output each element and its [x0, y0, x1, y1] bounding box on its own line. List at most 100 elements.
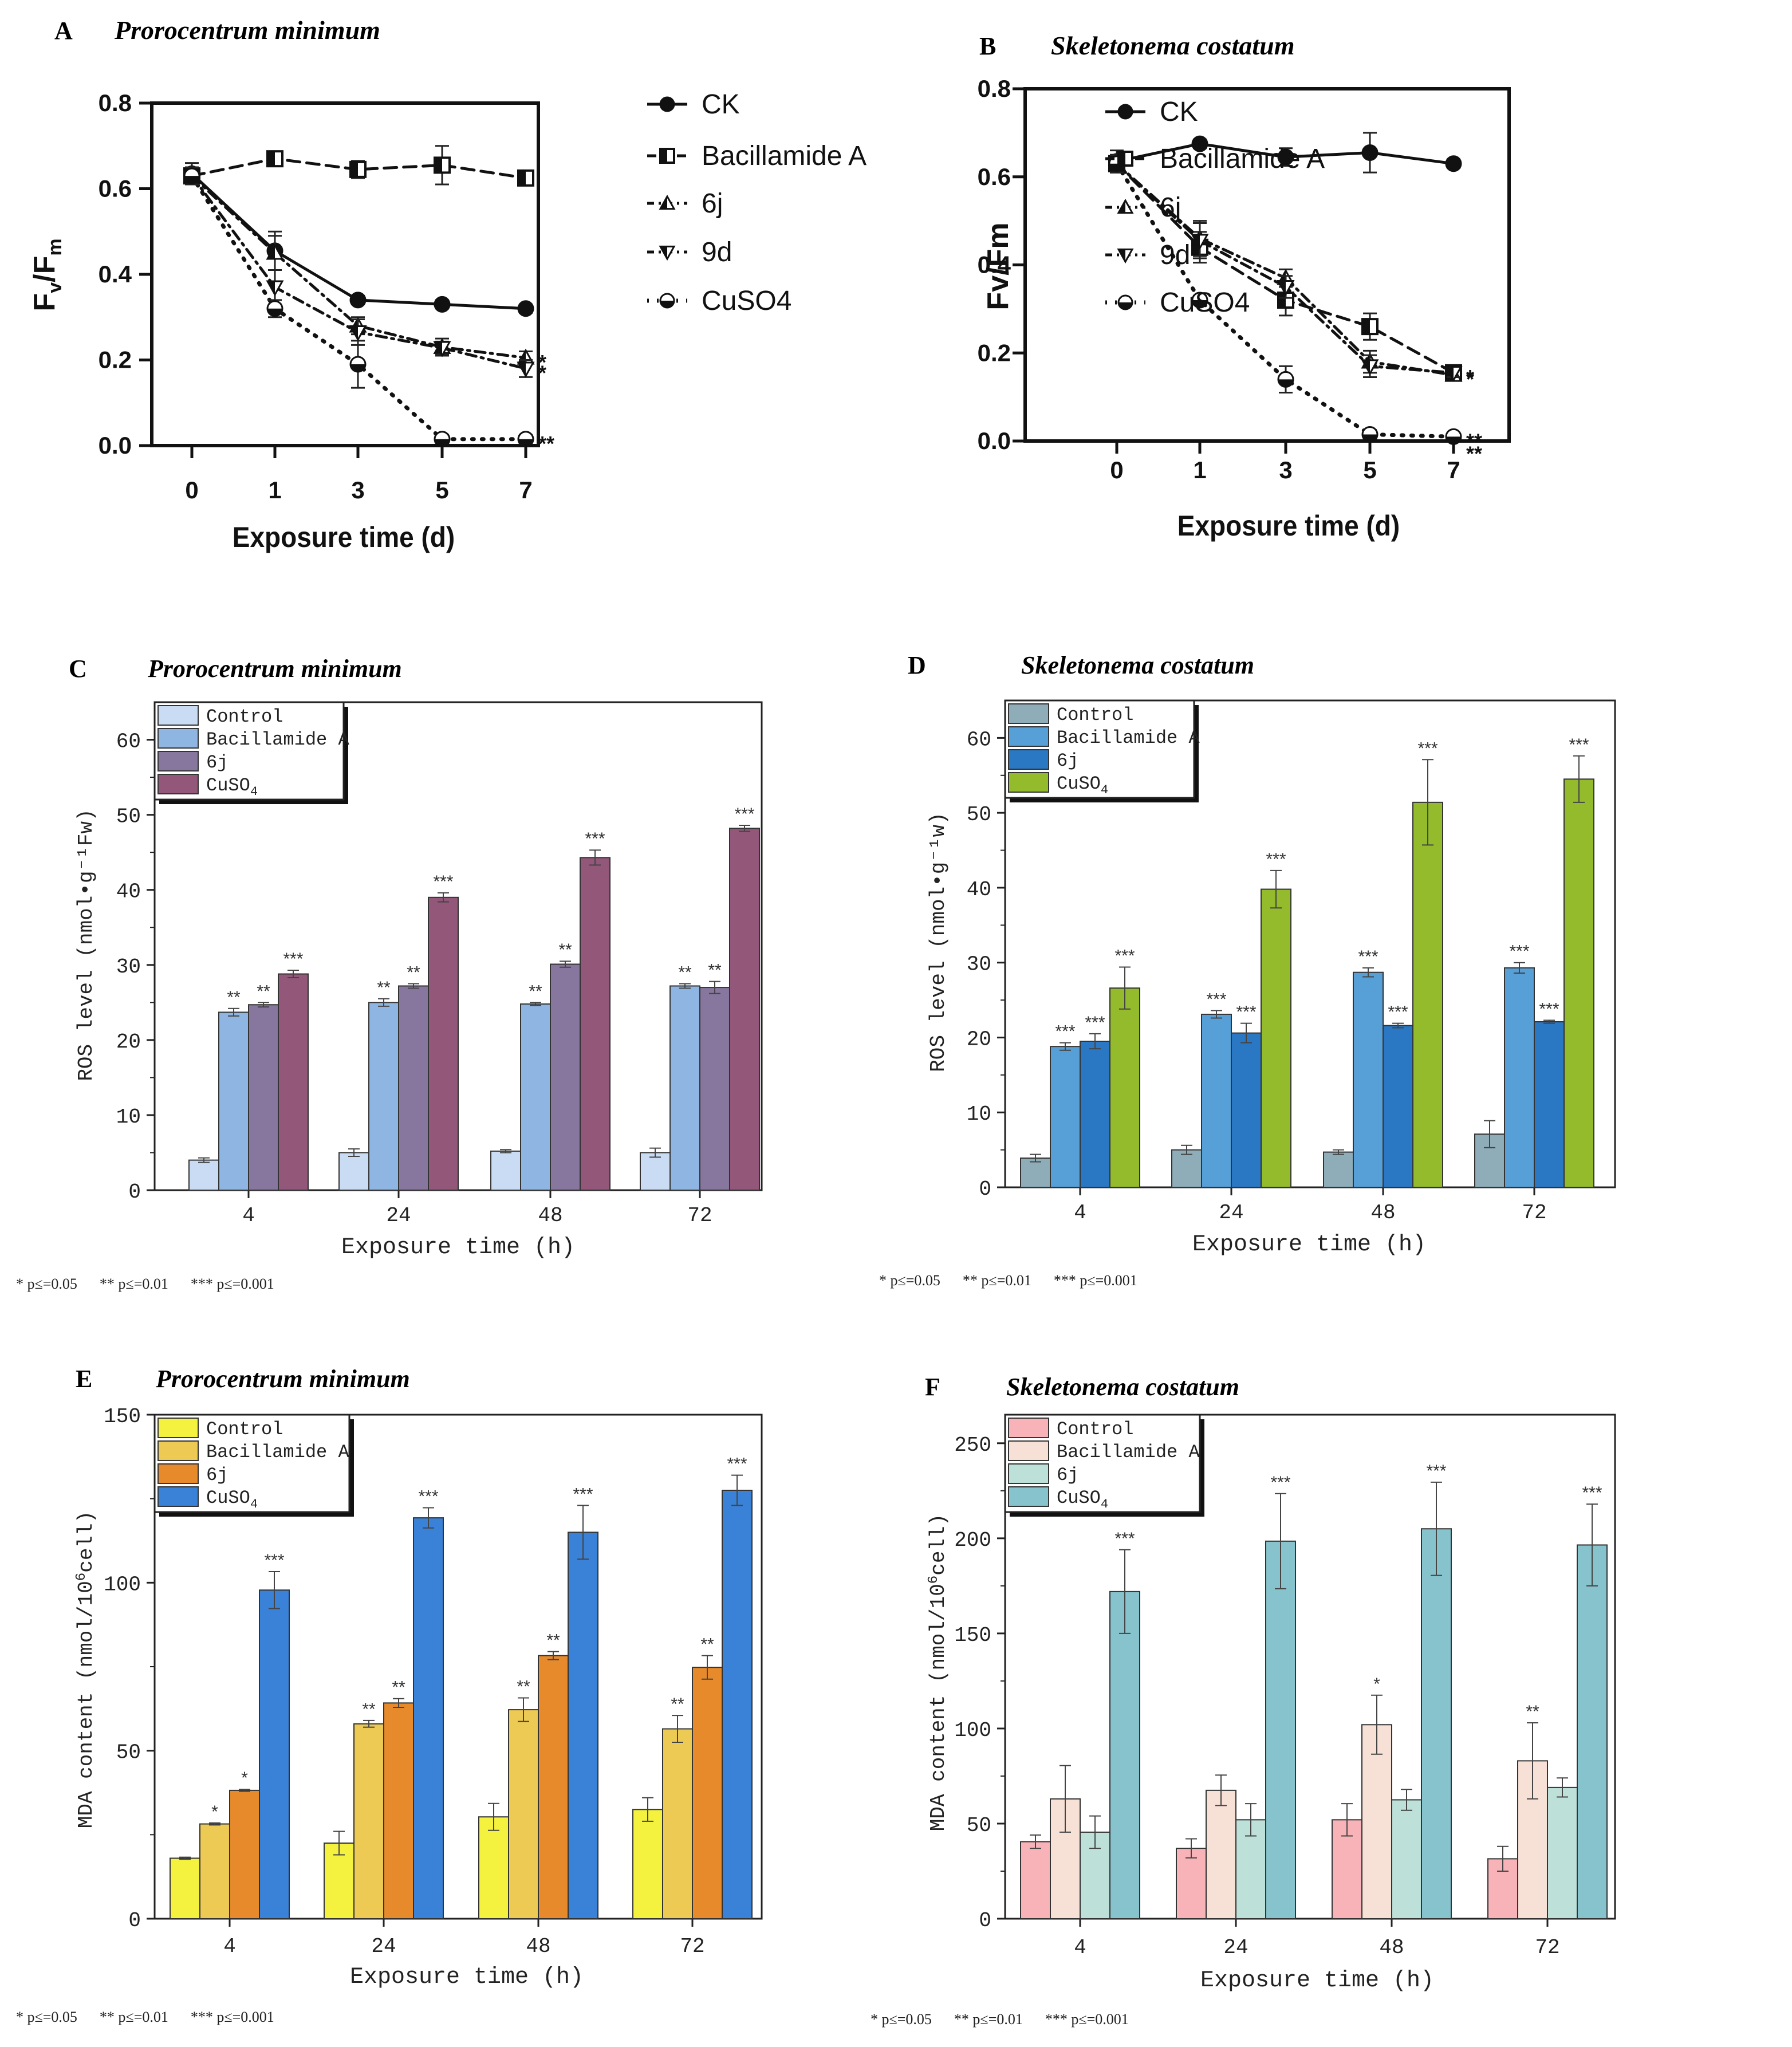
y-axis-title-slash: /F — [28, 256, 61, 282]
bar — [199, 1823, 230, 1920]
legend-label: Bacillamide A — [206, 729, 349, 750]
legend-swatch — [1008, 1440, 1049, 1461]
significance-label: ** — [407, 963, 420, 982]
x-tick-label: 3 — [1279, 456, 1292, 483]
significance-label: * — [1466, 365, 1474, 389]
legend-marker-fill — [660, 149, 667, 163]
legend-label-main: Control — [1057, 704, 1133, 726]
x-tick-label: 4 — [223, 1935, 236, 1958]
legend-swatch — [1008, 1418, 1049, 1438]
y-tick-label: 60 — [967, 728, 991, 751]
significance-label: *** — [1270, 1473, 1290, 1492]
panel-label: F — [925, 1373, 940, 1401]
legend-marker-fill — [660, 246, 667, 259]
legend-label: Bacillamide A — [1160, 144, 1325, 174]
legend-swatch — [1008, 1463, 1049, 1484]
y-tick-label: 30 — [967, 953, 991, 977]
significance-label: *** — [283, 950, 303, 969]
x-tick-label: 1 — [1193, 456, 1206, 483]
bar — [1504, 967, 1535, 1188]
legend-label-main: 6j — [1057, 1465, 1078, 1486]
legend-label-main: CuSO — [206, 1487, 250, 1509]
point-marker-fill — [435, 158, 442, 173]
series-6j: ***** ** — [229, 1631, 723, 1920]
legend-label: 6j — [1160, 192, 1181, 223]
panel-title: Prorocentrum minimum — [147, 655, 402, 683]
legend-marker-fill — [1118, 249, 1125, 262]
significance-label: *** — [433, 872, 453, 891]
bar — [1323, 1151, 1354, 1188]
legend-label: CuSO4 — [1057, 1487, 1108, 1511]
point-marker-fill — [518, 439, 533, 447]
bar — [662, 1728, 693, 1920]
plot-frame — [150, 101, 540, 447]
series-bacillamide-a: *** *** *** *** — [1050, 942, 1535, 1188]
series-ck — [183, 162, 534, 317]
y-axis-title-main: MDA content (nmol/10 — [927, 1584, 950, 1831]
x-axis-title: Exposure time (d) — [233, 522, 455, 553]
x-tick-label: 5 — [435, 477, 448, 503]
bar — [1547, 1786, 1578, 1919]
series-6j — [1080, 1777, 1578, 1920]
legend-label: Control — [1057, 1419, 1133, 1440]
legend-swatch — [157, 1440, 199, 1461]
bar — [478, 1816, 509, 1919]
y-axis-title-main: F — [28, 293, 61, 312]
bar — [248, 1004, 279, 1191]
bar — [692, 1667, 723, 1919]
legend-label-main: Control — [206, 1419, 283, 1440]
bar — [632, 1809, 663, 1919]
significance-label: ** — [538, 432, 554, 455]
y-axis-title: Fv/Fm — [982, 222, 1015, 310]
significance-label: *** — [1509, 942, 1529, 961]
point-marker-fill — [1362, 434, 1377, 442]
bar — [729, 828, 760, 1191]
legend-swatch — [1008, 772, 1049, 793]
legend-marker-fill — [1118, 302, 1132, 309]
y-tick-label: 200 — [954, 1529, 991, 1552]
bar — [1421, 1528, 1452, 1920]
y-tick-label: 20 — [116, 1030, 141, 1054]
point-marker-fill — [267, 308, 282, 316]
significance-label: *** — [418, 1487, 438, 1506]
bar — [1206, 1789, 1236, 1920]
series-control — [170, 1797, 663, 1919]
point-marker — [1191, 135, 1208, 152]
bar — [1391, 1799, 1422, 1920]
x-axis-title: Exposure time (h) — [1200, 1968, 1434, 1994]
legend-marker-fill — [660, 196, 667, 209]
y-tick-label: 0.4 — [99, 261, 132, 288]
series-line — [190, 172, 527, 310]
bar — [568, 1532, 598, 1919]
legend-swatch — [157, 774, 199, 794]
legend-marker-fill — [1118, 200, 1125, 213]
series-6j: * — [183, 166, 546, 374]
legend-label-main: Bacillamide A — [1057, 1442, 1200, 1463]
point-marker-fill — [1362, 319, 1370, 334]
legend-swatch — [157, 705, 199, 726]
bar — [1201, 1013, 1232, 1188]
panel-d: D Skeletonema costatum 0 10 20 30 40 50 60 4 24 48 7… — [879, 651, 1616, 1289]
y-axis-title-main: MDA content (nmol/10 — [74, 1581, 98, 1828]
bar — [520, 1003, 551, 1191]
legend-label: Bacillamide A — [206, 1442, 349, 1463]
legend-label: CuSO4 — [1057, 773, 1108, 797]
bar — [1534, 1021, 1565, 1188]
bar — [550, 963, 581, 1191]
bar — [413, 1517, 444, 1919]
legend-marker-fill — [660, 301, 674, 308]
significance-label: ** — [227, 988, 241, 1007]
legend-label: 6j — [702, 188, 723, 219]
bar — [368, 1002, 399, 1191]
bar — [324, 1843, 355, 1919]
bar — [1020, 1158, 1051, 1188]
series-control — [188, 1147, 671, 1191]
series-9d: * — [183, 166, 546, 384]
y-tick-label: 10 — [967, 1103, 991, 1126]
x-tick-label: 72 — [1522, 1201, 1546, 1225]
significance-label: ** — [558, 940, 572, 959]
bar — [1563, 778, 1594, 1188]
point-marker-fill — [1192, 300, 1207, 308]
